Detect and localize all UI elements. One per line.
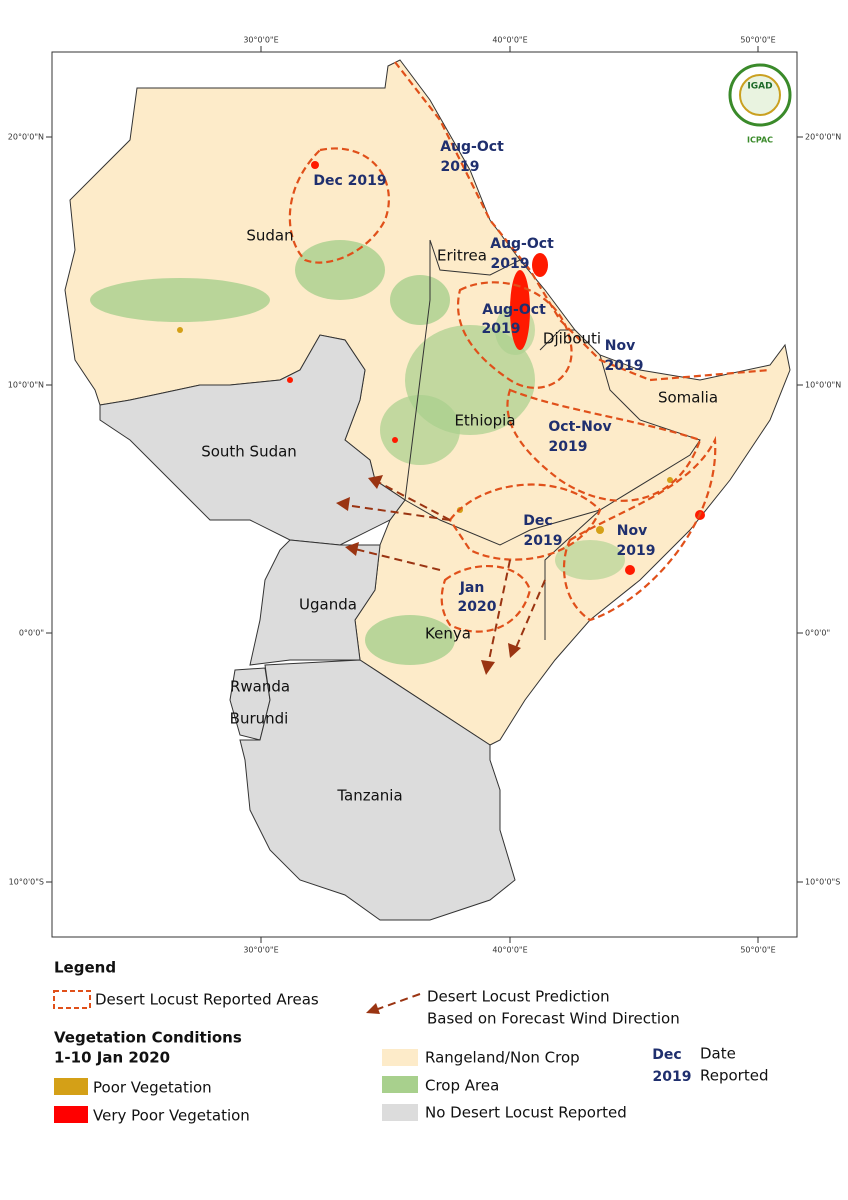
lat-label: 0°0'0"	[19, 629, 44, 638]
legend-label: Very Poor Vegetation	[93, 1107, 250, 1125]
lon-label: 40°0'0"E	[492, 946, 527, 955]
country-label: Sudan	[246, 227, 293, 245]
legend-label: Reported	[700, 1067, 768, 1085]
date-label: Aug-Oct	[482, 302, 546, 318]
legend-label: Rangeland/Non Crop	[425, 1049, 580, 1067]
legend-title: Legend	[54, 959, 116, 977]
lon-label: 30°0'0"E	[243, 36, 278, 45]
lon-label: 30°0'0"E	[243, 946, 278, 955]
date-label: 2019	[549, 439, 588, 455]
legend-swatch	[54, 1078, 88, 1095]
legend-swatch	[382, 1049, 418, 1066]
lat-label: 10°0'0"N	[8, 381, 44, 390]
prediction-arrows	[336, 475, 546, 675]
date-label: Dec 2019	[313, 173, 386, 189]
lat-label: 10°0'0"N	[805, 381, 841, 390]
country-label: South Sudan	[201, 443, 297, 461]
date-label: Nov	[605, 338, 635, 354]
date-label: 2019	[617, 543, 656, 559]
date-label: 2019	[524, 533, 563, 549]
graticule-labels: 30°0'0"E 40°0'0"E 50°0'0"E 30°0'0"E 40°0…	[8, 36, 841, 955]
country-label: Djibouti	[543, 330, 601, 348]
country-label: Burundi	[230, 710, 289, 728]
country-label: Tanzania	[336, 787, 402, 805]
lon-label: 50°0'0"E	[740, 36, 775, 45]
date-label: Dec	[523, 513, 552, 529]
legend-label: No Desert Locust Reported	[425, 1104, 627, 1122]
legend: Legend Desert Locust Reported Areas Dese…	[53, 959, 768, 1125]
locust-date-labels: Aug-Oct 2019 Dec 2019 Aug-Oct 2019 Aug-O…	[313, 139, 655, 615]
lat-label: 10°0'0"S	[9, 878, 44, 887]
tanzania	[239, 659, 516, 921]
legend-swatch	[53, 990, 91, 1009]
date-label: Jan	[459, 580, 485, 596]
legend-label: Poor Vegetation	[93, 1079, 212, 1097]
logo: IGAD ICPAC	[728, 63, 792, 145]
legend-label: Desert Locust Prediction	[427, 988, 610, 1006]
graticule-ticks	[46, 46, 803, 943]
country-borders	[404, 239, 701, 640]
lon-label: 50°0'0"E	[740, 946, 775, 955]
logo-org: ICPAC	[747, 136, 773, 145]
date-label: Nov	[617, 523, 647, 539]
country-label: Rwanda	[230, 678, 290, 696]
country-labels: Sudan Eritrea Djibouti Somalia Ethiopia …	[201, 227, 718, 805]
country-label: Kenya	[425, 625, 471, 643]
lat-label: 20°0'0"N	[8, 133, 44, 142]
legend-swatch	[382, 1076, 418, 1093]
legend-label: Date	[700, 1045, 736, 1063]
lat-label: 0°0'0"	[805, 629, 830, 638]
date-label: 2019	[482, 321, 521, 337]
date-label: Aug-Oct	[440, 139, 504, 155]
date-label: Oct-Nov	[548, 419, 611, 435]
legend-arrow	[374, 993, 421, 1011]
legend-subtitle: Vegetation Conditions	[54, 1029, 242, 1047]
country-label: Eritrea	[437, 247, 487, 265]
lon-label: 40°0'0"E	[492, 36, 527, 45]
legend-subtitle: 1-10 Jan 2020	[54, 1049, 170, 1067]
country-label: Ethiopia	[454, 412, 515, 430]
south-sudan	[99, 334, 406, 546]
legend-label: Crop Area	[425, 1077, 499, 1095]
lat-label: 20°0'0"N	[805, 133, 841, 142]
locust-reported-areas	[288, 61, 771, 633]
legend-date-sample: 2019	[653, 1069, 692, 1085]
date-label: 2019	[491, 256, 530, 272]
logo-name: IGAD	[747, 82, 772, 92]
legend-label: Based on Forecast Wind Direction	[427, 1010, 680, 1028]
date-label: 2019	[605, 358, 644, 374]
date-label: 2019	[441, 159, 480, 175]
country-label: Somalia	[658, 389, 718, 407]
date-label: 2020	[458, 599, 497, 615]
uganda	[249, 539, 381, 666]
legend-arrowhead	[366, 1003, 380, 1014]
legend-swatch	[54, 1106, 88, 1123]
legend-label: Desert Locust Reported Areas	[95, 991, 319, 1009]
lat-label: 10°0'0"S	[805, 878, 840, 887]
date-label: Aug-Oct	[490, 236, 554, 252]
legend-date-sample: Dec	[652, 1047, 681, 1063]
country-label: Uganda	[299, 596, 357, 614]
legend-swatch	[382, 1104, 418, 1121]
